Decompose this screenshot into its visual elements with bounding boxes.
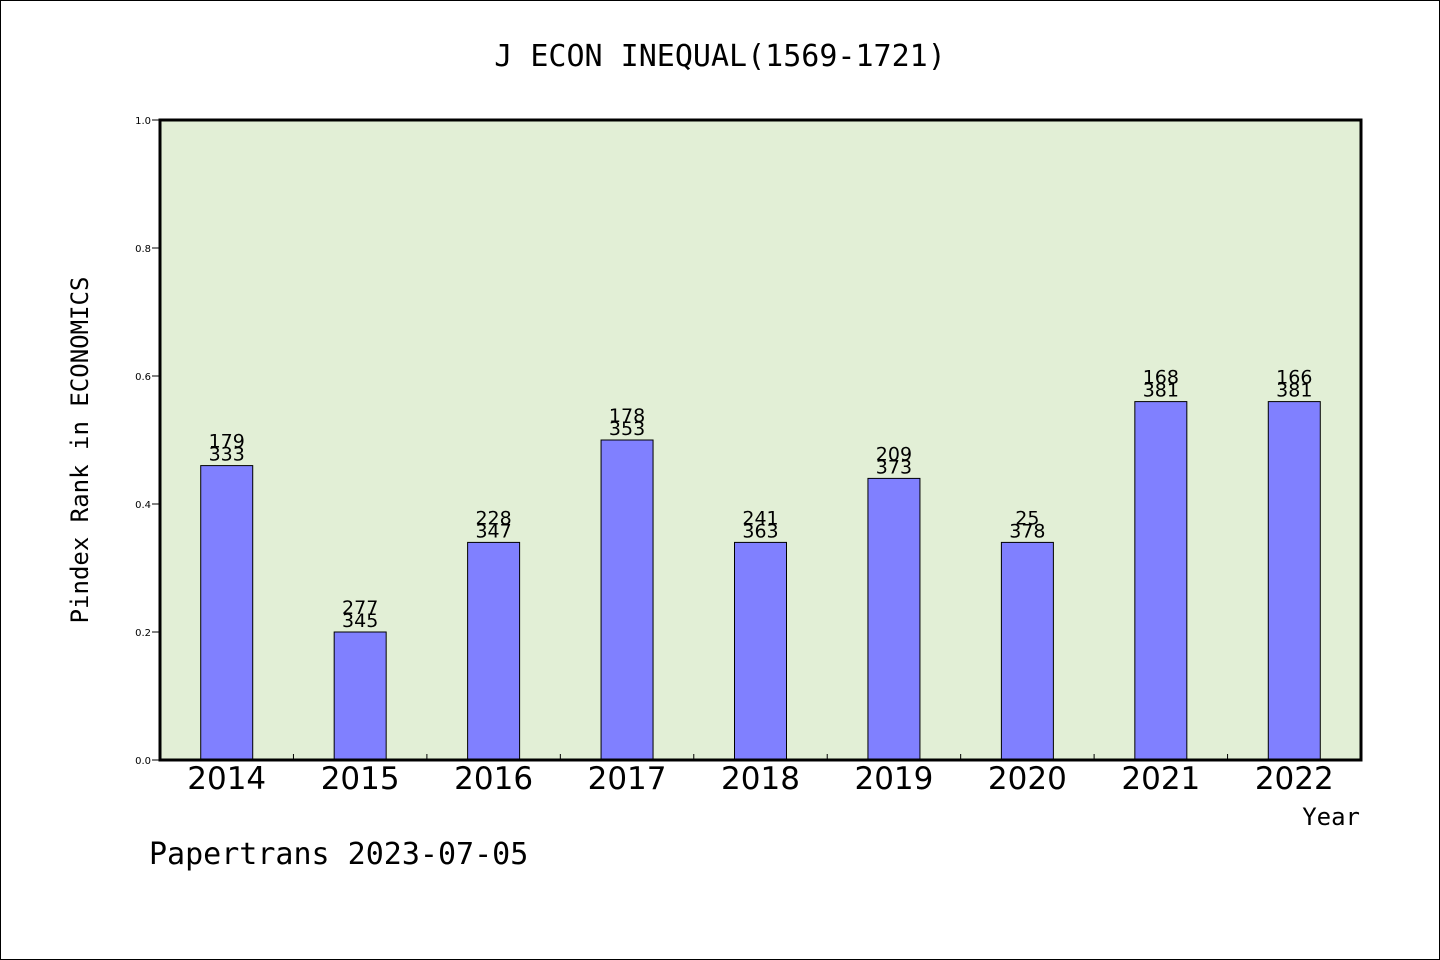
x-tick-label-2018: 2018 <box>721 761 800 797</box>
footer-stamp: Papertrans 2023-07-05 <box>149 837 528 872</box>
y-tick-label-3: 0.6 <box>135 372 151 383</box>
bar-label-top-2017: 178 <box>609 405 645 427</box>
chart-title: J ECON INEQUAL(1569-1721) <box>494 39 946 74</box>
x-tick-label-2022: 2022 <box>1255 761 1334 797</box>
x-axis-label: Year <box>1302 803 1360 831</box>
x-tick-label-2020: 2020 <box>988 761 1067 797</box>
y-tick-label-5: 1.0 <box>135 116 151 127</box>
bar-2018 <box>734 541 787 761</box>
x-tick-label-2016: 2016 <box>454 761 533 797</box>
y-tick-label-0: 0.0 <box>135 756 151 767</box>
bar-label-top-2015: 277 <box>342 597 378 619</box>
bar-2019 <box>867 477 921 761</box>
bar-label-top-2019: 209 <box>876 443 912 465</box>
bar-label-bottom-2016: 347 <box>475 520 511 542</box>
x-tick-label-2021: 2021 <box>1121 761 1200 797</box>
bar-label-top-2020: 25 <box>1015 507 1039 529</box>
bar-2014 <box>200 465 254 761</box>
bar-label-top-2016: 228 <box>475 507 511 529</box>
x-tick-label-2019: 2019 <box>854 761 933 797</box>
bar-label-bottom-2022: 381 <box>1276 380 1312 402</box>
bar-label-bottom-2020: 378 <box>1009 520 1045 542</box>
bar-label-top-2022: 166 <box>1276 367 1312 389</box>
bar-2021 <box>1134 401 1188 761</box>
x-tick-label-2015: 2015 <box>321 761 400 797</box>
bar-label-bottom-2017: 353 <box>609 418 645 440</box>
bar-label-bottom-2018: 363 <box>742 520 778 542</box>
y-tick-label-1: 0.2 <box>135 628 151 639</box>
plot-border <box>158 118 1363 762</box>
bar-2015 <box>333 631 387 761</box>
bar-2017 <box>600 439 654 761</box>
y-axis-label: Pindex Rank in ECONOMICS <box>66 277 94 624</box>
bar-label-bottom-2015: 345 <box>342 610 378 632</box>
bar-label-bottom-2021: 381 <box>1143 380 1179 402</box>
x-tick-label-2017: 2017 <box>588 761 667 797</box>
bar-2020 <box>1000 541 1054 761</box>
x-tick-label-2014: 2014 <box>187 761 266 797</box>
bar-label-bottom-2014: 333 <box>209 444 245 466</box>
bar-label-bottom-2019: 373 <box>876 456 912 478</box>
bar-label-top-2014: 179 <box>209 431 245 453</box>
bar-label-top-2018: 241 <box>742 507 778 529</box>
y-tick-label-4: 0.8 <box>135 244 151 255</box>
y-tick-label-2: 0.4 <box>135 500 151 511</box>
bar-2022 <box>1267 401 1321 761</box>
bar-2016 <box>467 541 521 761</box>
bar-label-top-2021: 168 <box>1143 367 1179 389</box>
